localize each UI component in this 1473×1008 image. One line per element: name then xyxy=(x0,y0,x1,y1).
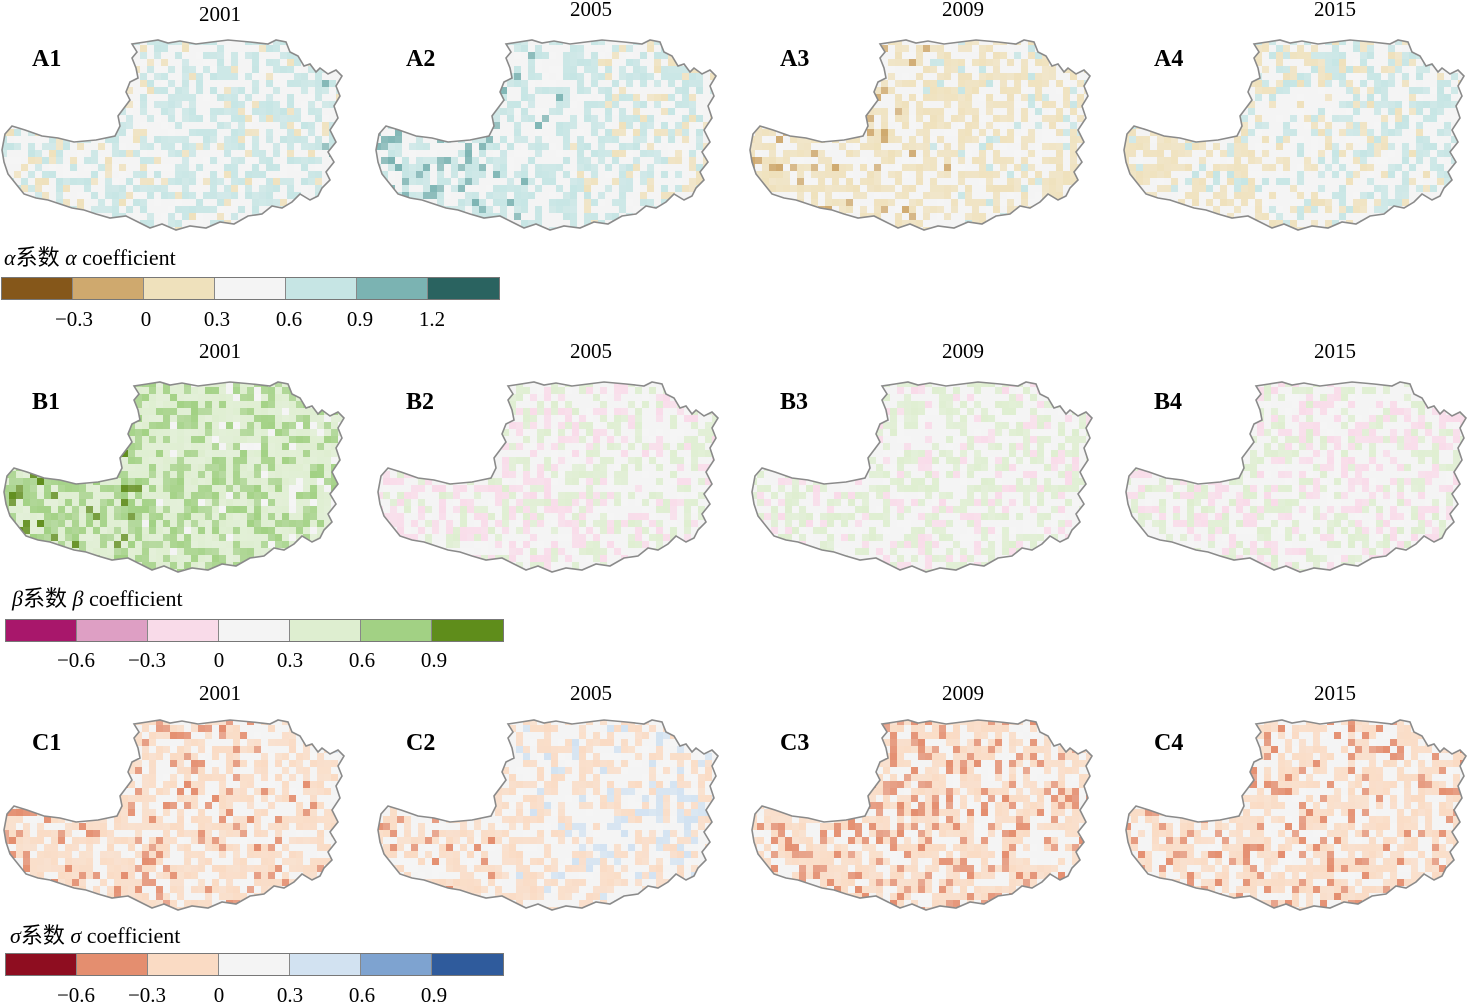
legend-swatch xyxy=(361,954,432,975)
year-label: 2005 xyxy=(531,681,651,706)
year-label: 2001 xyxy=(160,2,280,27)
panel-label: B4 xyxy=(1154,389,1182,416)
legend-tick: −0.6 xyxy=(36,983,116,1008)
legend-swatch xyxy=(2,278,73,299)
year-label: 2015 xyxy=(1275,681,1395,706)
legend-swatch xyxy=(290,954,361,975)
year-label: 2009 xyxy=(903,339,1023,364)
legend-tick: 0.6 xyxy=(249,307,329,332)
legend-title-en: coefficient xyxy=(82,245,176,270)
legend-tick: 0.9 xyxy=(320,307,400,332)
legend-title: α系数 α coefficient xyxy=(4,240,176,272)
panel-label: A4 xyxy=(1154,46,1183,73)
panel-label: A2 xyxy=(406,46,435,73)
year-label: 2001 xyxy=(160,339,280,364)
legend-title: β系数 β coefficient xyxy=(12,581,183,613)
color-bar xyxy=(1,277,500,300)
legend-title: σ系数 σ coefficient xyxy=(10,918,180,950)
legend-swatch xyxy=(357,278,428,299)
panel-label: A1 xyxy=(32,46,61,73)
legend-swatch xyxy=(432,620,503,641)
legend-symbol: α xyxy=(65,245,77,270)
legend-swatch xyxy=(6,620,77,641)
legend-swatch xyxy=(361,620,432,641)
legend-tick: 0 xyxy=(179,648,259,673)
legend-swatch xyxy=(428,278,499,299)
legend-title-cn: 系数 xyxy=(21,923,65,948)
legend-symbol: β xyxy=(12,586,23,611)
legend-tick: 0.3 xyxy=(177,307,257,332)
panel-label: C1 xyxy=(32,730,61,757)
legend-swatch xyxy=(215,278,286,299)
panel-label: A3 xyxy=(780,46,809,73)
panel-label: B1 xyxy=(32,389,60,416)
legend-swatch xyxy=(290,620,361,641)
panel-label: C2 xyxy=(406,730,435,757)
year-label: 2015 xyxy=(1275,0,1395,22)
panel-label: B3 xyxy=(780,389,808,416)
panel-label: C4 xyxy=(1154,730,1183,757)
color-bar xyxy=(5,619,504,642)
year-label: 2015 xyxy=(1275,339,1395,364)
year-label: 2001 xyxy=(160,681,280,706)
legend-symbol: σ xyxy=(10,923,21,948)
legend-tick: 0.3 xyxy=(250,648,330,673)
legend-swatch xyxy=(148,620,219,641)
year-label: 2005 xyxy=(531,339,651,364)
legend-title-en: coefficient xyxy=(87,923,181,948)
legend-swatch xyxy=(77,620,148,641)
legend-tick: 0.3 xyxy=(250,983,330,1008)
legend-symbol: α xyxy=(4,245,16,270)
legend-swatch xyxy=(77,954,148,975)
panel-label: C3 xyxy=(780,730,809,757)
legend-swatch xyxy=(219,954,290,975)
legend-swatch xyxy=(432,954,503,975)
legend-tick: 0.9 xyxy=(394,648,474,673)
legend-tick: 0 xyxy=(179,983,259,1008)
legend-swatch xyxy=(6,954,77,975)
legend-tick: 0.9 xyxy=(394,983,474,1008)
legend-tick: −0.3 xyxy=(107,648,187,673)
year-label: 2009 xyxy=(903,0,1023,22)
legend-tick: 0.6 xyxy=(322,983,402,1008)
legend-symbol: β xyxy=(72,586,83,611)
legend-tick: −0.3 xyxy=(34,307,114,332)
color-bar xyxy=(5,953,504,976)
legend-tick: −0.6 xyxy=(36,648,116,673)
legend-tick: 0.6 xyxy=(322,648,402,673)
year-label: 2005 xyxy=(531,0,651,22)
legend-symbol: σ xyxy=(70,923,81,948)
legend-title-cn: 系数 xyxy=(23,586,67,611)
panel-label: B2 xyxy=(406,389,434,416)
legend-title-cn: 系数 xyxy=(16,245,60,270)
legend-swatch xyxy=(73,278,144,299)
legend-title-en: coefficient xyxy=(89,586,183,611)
legend-swatch xyxy=(219,620,290,641)
legend-tick: −0.3 xyxy=(107,983,187,1008)
legend-swatch xyxy=(286,278,357,299)
legend-swatch xyxy=(148,954,219,975)
legend-tick: 1.2 xyxy=(392,307,472,332)
legend-tick: 0 xyxy=(106,307,186,332)
year-label: 2009 xyxy=(903,681,1023,706)
legend-swatch xyxy=(144,278,215,299)
